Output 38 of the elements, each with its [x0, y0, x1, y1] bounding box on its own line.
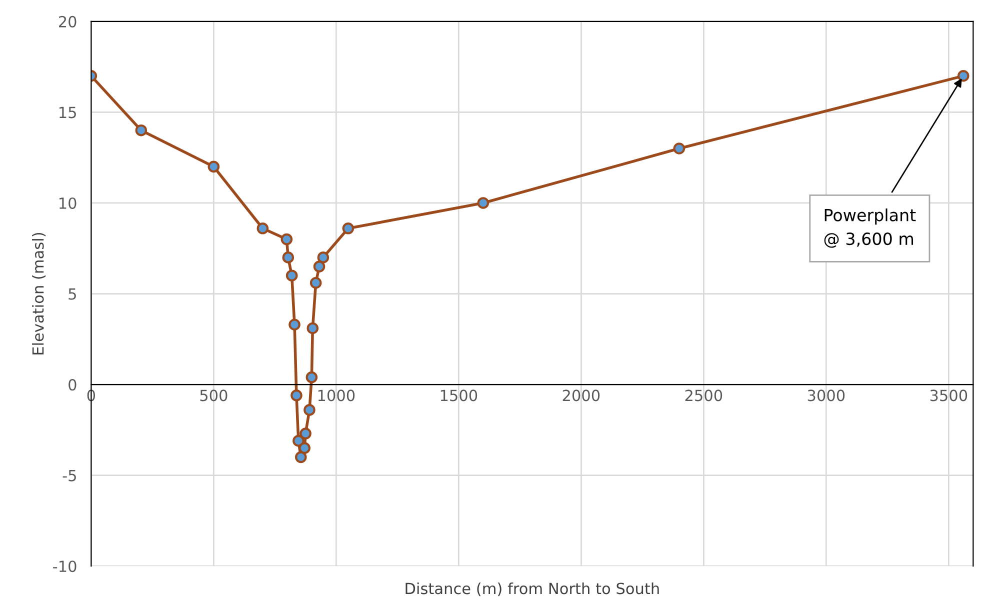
y-tick-label: 5 — [68, 288, 76, 300]
point — [135, 124, 148, 136]
point — [310, 276, 322, 289]
point — [286, 270, 298, 282]
x-tick-label: 3500 — [930, 390, 968, 402]
y-tick-label: 20 — [58, 16, 76, 28]
annotation: Powerplant @ 3,600 m — [824, 208, 916, 248]
x-tick-label: 2000 — [562, 390, 600, 402]
y-axis-title: Elevation (masl) — [32, 232, 46, 354]
point — [256, 222, 269, 234]
point — [306, 371, 318, 384]
x-tick-label: 500 — [200, 390, 228, 402]
x-tick-label: 1500 — [440, 390, 478, 402]
y-tick-label: 10 — [60, 197, 76, 209]
x-tick-label: 2500 — [685, 390, 722, 402]
x-tick-label: 1000 — [318, 390, 355, 402]
point — [317, 252, 330, 264]
point — [673, 142, 686, 154]
y-tick-label: -5 — [62, 470, 76, 482]
point — [280, 233, 293, 246]
point — [294, 451, 307, 464]
y-tick-label: -10 — [53, 560, 76, 572]
y-tick-label: 0 — [68, 379, 76, 391]
point — [300, 428, 312, 440]
point — [288, 318, 300, 331]
point — [304, 404, 316, 416]
point — [282, 252, 294, 264]
point — [313, 260, 326, 272]
x-tick-label: 3000 — [808, 390, 845, 402]
point — [342, 222, 354, 234]
point — [957, 70, 970, 82]
point — [290, 390, 302, 402]
point — [298, 442, 310, 454]
point — [208, 160, 220, 173]
point — [306, 322, 319, 334]
x-axis-title: Distance (m) from North to South — [406, 582, 659, 596]
point — [477, 197, 490, 209]
y-tick-label: 15 — [60, 106, 76, 118]
